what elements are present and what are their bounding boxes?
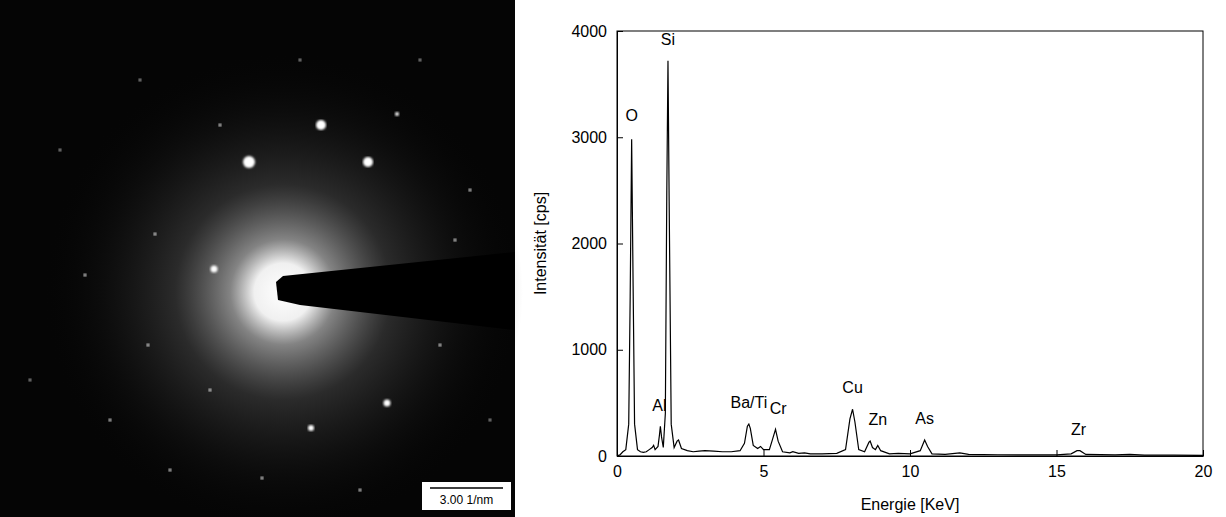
x-tick-label: 20 [1195, 463, 1213, 480]
diffraction-spot [363, 157, 373, 167]
y-tick-label: 4000 [571, 23, 607, 40]
y-tick-label: 3000 [571, 129, 607, 146]
x-tick-mark [764, 450, 765, 456]
spectrum-chart: 0 5 10 15 20 0 1000 2000 3000 4000 O Al Si Ba/TiCr Cu Z… [532, 23, 1213, 513]
x-tick: 5 [760, 450, 769, 480]
scale-bar: 3.00 1/nm [422, 482, 511, 510]
diffraction-spot [308, 425, 314, 431]
diffraction-spot [209, 389, 212, 392]
x-tick-label: 5 [760, 463, 769, 480]
diffraction-spot [219, 124, 222, 127]
diffraction-spot [299, 59, 301, 61]
peak-label: O [625, 107, 637, 124]
scale-bar-line [430, 487, 503, 489]
x-tick-label: 15 [1048, 463, 1066, 480]
diffraction-spot [109, 419, 112, 422]
diffraction-spot [439, 344, 442, 347]
peak-label: As [915, 410, 934, 427]
diffraction-spot [243, 156, 255, 168]
diffraction-spot [469, 189, 472, 192]
plot-frame [617, 31, 1203, 456]
y-tick-mark [617, 244, 623, 245]
diffraction-spot [147, 344, 150, 347]
y-tick: 1000 [571, 341, 623, 358]
y-tick-label: 0 [598, 448, 607, 465]
y-axis-title: Intensität [cps] [532, 192, 549, 295]
central-glow [43, 52, 523, 517]
diffraction-spot [316, 120, 326, 130]
y-tick: 2000 [571, 235, 623, 252]
peak-label: Si [661, 31, 675, 48]
x-axis-title: Energie [KeV] [861, 496, 960, 513]
peak-label: Ba/Ti [730, 394, 767, 411]
peak-label: Al [652, 397, 666, 414]
scale-bar-label: 3.00 1/nm [440, 493, 493, 507]
peak-label: Cu [842, 379, 862, 396]
diffraction-spot [169, 469, 172, 472]
diffraction-spot [261, 477, 264, 480]
scale-bar-box [422, 482, 511, 510]
y-tick: 4000 [571, 23, 623, 40]
y-axis: 0 1000 2000 3000 4000 [571, 23, 623, 465]
diffraction-spot [29, 379, 31, 381]
peak-label: Zr [1071, 421, 1087, 438]
diffraction-spot [139, 79, 141, 81]
diffraction-spot [59, 149, 61, 151]
y-tick: 3000 [571, 129, 623, 146]
peak-label: Zn [868, 411, 887, 428]
x-tick-label: 0 [613, 463, 622, 480]
diffraction-spot [211, 266, 218, 273]
annotations: O Al Si Ba/TiCr Cu Zn As Zr [625, 31, 1086, 438]
figure: 3.00 1/nm 0 5 10 15 20 0 1000 2000 3000 4000 O Al Si B… [0, 0, 1226, 517]
spectrum-line [617, 61, 1203, 456]
beam-stop [276, 252, 515, 330]
diffraction-spot [489, 419, 491, 421]
diffraction-spot [359, 489, 362, 492]
diffraction-spot [454, 239, 457, 242]
diffraction-spot [419, 59, 421, 61]
x-tick-label: 10 [902, 463, 920, 480]
diffraction-image: 3.00 1/nm [0, 0, 523, 517]
diffraction-spot [395, 112, 399, 116]
diffraction-spot [154, 233, 157, 236]
y-tick-label: 2000 [571, 235, 607, 252]
diffraction-spot [84, 274, 87, 277]
x-tick: 10 [902, 450, 920, 480]
y-tick-mark [617, 137, 623, 138]
y-tick-label: 1000 [571, 341, 607, 358]
peak-label: Cr [770, 400, 788, 417]
y-tick-mark [617, 350, 623, 351]
x-tick: 20 [1195, 450, 1213, 480]
diffraction-spot [384, 400, 391, 407]
plot-marks [617, 61, 1203, 456]
